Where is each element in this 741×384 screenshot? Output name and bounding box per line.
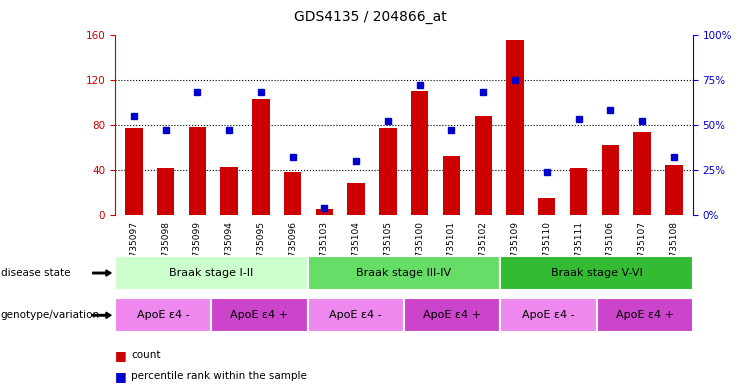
Bar xyxy=(411,91,428,215)
Text: Braak stage V-VI: Braak stage V-VI xyxy=(551,268,642,278)
Bar xyxy=(189,127,206,215)
Bar xyxy=(602,145,619,215)
Bar xyxy=(500,298,597,332)
Bar xyxy=(570,168,587,215)
Text: count: count xyxy=(131,350,161,360)
Text: ■: ■ xyxy=(115,370,127,383)
Bar xyxy=(665,166,682,215)
Text: Braak stage III-IV: Braak stage III-IV xyxy=(356,268,451,278)
Text: ApoE ε4 -: ApoE ε4 - xyxy=(136,310,190,320)
Bar xyxy=(348,184,365,215)
Bar xyxy=(221,167,238,215)
Bar xyxy=(404,298,500,332)
Bar xyxy=(634,132,651,215)
Bar xyxy=(538,198,556,215)
Bar xyxy=(442,156,460,215)
Text: disease state: disease state xyxy=(1,268,70,278)
Bar xyxy=(308,298,404,332)
Bar xyxy=(115,256,308,290)
Text: Braak stage I-II: Braak stage I-II xyxy=(169,268,253,278)
Text: ApoE ε4 +: ApoE ε4 + xyxy=(230,310,288,320)
Text: genotype/variation: genotype/variation xyxy=(1,310,100,320)
Bar xyxy=(316,209,333,215)
Bar xyxy=(308,256,500,290)
Text: percentile rank within the sample: percentile rank within the sample xyxy=(131,371,307,381)
Text: ApoE ε4 -: ApoE ε4 - xyxy=(522,310,575,320)
Bar xyxy=(284,172,302,215)
Bar xyxy=(252,99,270,215)
Text: GDS4135 / 204866_at: GDS4135 / 204866_at xyxy=(294,10,447,23)
Text: ApoE ε4 +: ApoE ε4 + xyxy=(423,310,481,320)
Bar xyxy=(115,298,211,332)
Bar xyxy=(597,298,693,332)
Text: ApoE ε4 +: ApoE ε4 + xyxy=(616,310,674,320)
Bar xyxy=(506,40,524,215)
Bar xyxy=(379,128,396,215)
Bar xyxy=(125,128,142,215)
Bar xyxy=(500,256,693,290)
Text: ApoE ε4 -: ApoE ε4 - xyxy=(329,310,382,320)
Bar xyxy=(157,168,174,215)
Bar xyxy=(474,116,492,215)
Text: ■: ■ xyxy=(115,349,127,362)
Bar xyxy=(211,298,308,332)
